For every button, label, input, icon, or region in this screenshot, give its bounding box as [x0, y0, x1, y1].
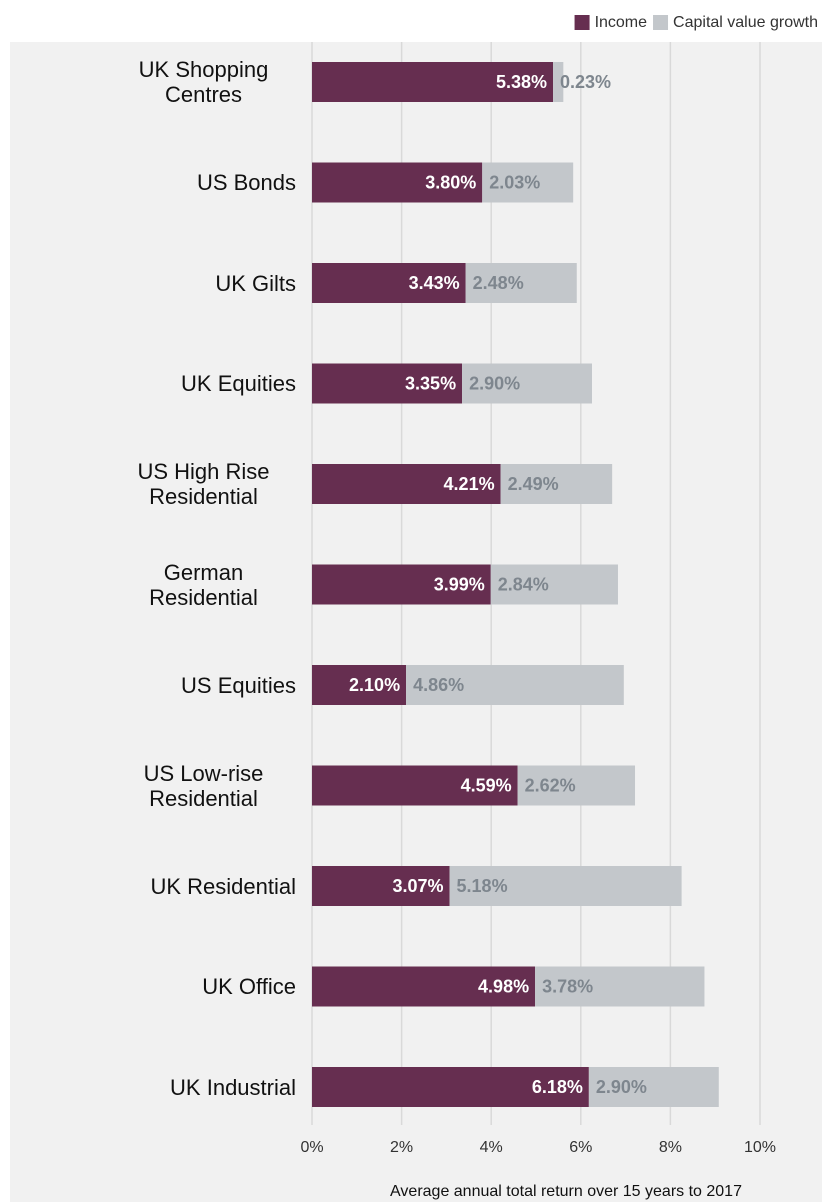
x-axis-title: Average annual total return over 15 year… — [390, 1183, 742, 1200]
y-tick-label-box: German Residential — [40, 555, 296, 615]
bar-segment — [312, 62, 554, 102]
y-tick-label-box: US High Rise Residential — [40, 454, 296, 514]
data-label: 2.49% — [508, 474, 559, 494]
bar-segment — [312, 765, 518, 806]
y-tick-label-box: US Low-rise Residential — [40, 756, 296, 816]
bar-segment — [312, 966, 536, 1007]
bar-segment — [462, 363, 592, 404]
bar-segment — [312, 564, 491, 605]
bar-segment — [312, 866, 450, 906]
bar-segment — [553, 62, 564, 102]
y-tick-label-box: UK Shopping Centres — [40, 52, 296, 112]
y-tick-label-box: UK Industrial — [40, 1057, 296, 1117]
bar-segment — [449, 866, 682, 906]
data-label: 0.23% — [560, 72, 611, 92]
y-tick-label-box: UK Equities — [40, 354, 296, 414]
legend-swatch — [574, 15, 590, 30]
data-label: 3.43% — [409, 273, 460, 293]
y-tick-label: UK Equities — [181, 371, 296, 396]
bar-segment — [312, 665, 407, 705]
data-label: 5.18% — [457, 876, 508, 896]
data-label: 6.18% — [532, 1077, 583, 1097]
x-tick-label: 4% — [480, 1139, 503, 1156]
data-label: 3.35% — [405, 373, 456, 393]
bar-segment — [588, 1067, 719, 1107]
data-label: 2.90% — [469, 373, 520, 393]
data-label: 2.84% — [498, 574, 549, 594]
bar-segment — [490, 564, 618, 605]
bar-segment — [465, 263, 577, 303]
y-tick-label-box: US Equities — [40, 655, 296, 715]
y-tick-label: UK Gilts — [215, 270, 296, 296]
data-label: 3.07% — [392, 876, 443, 896]
y-tick-label-box: UK Office — [40, 957, 296, 1017]
data-label: 3.80% — [425, 172, 476, 192]
y-tick-label: US High Rise Residential — [137, 459, 270, 509]
data-label: 3.99% — [434, 574, 485, 594]
x-tick-label: 2% — [390, 1139, 413, 1156]
y-tick-label-box: UK Gilts — [40, 253, 296, 313]
bar-segment — [312, 1067, 589, 1107]
bar-segment — [312, 363, 463, 404]
bar-segment — [535, 966, 705, 1007]
data-label: 5.38% — [496, 72, 547, 92]
x-tick-label: 8% — [659, 1139, 682, 1156]
y-tick-label: US Low-rise Residential — [143, 760, 264, 811]
data-label: 2.03% — [489, 172, 540, 192]
y-tick-label: US Equities — [181, 672, 296, 698]
data-label: 2.10% — [349, 675, 400, 695]
bar-segment — [517, 765, 636, 806]
data-label: 4.86% — [413, 675, 464, 695]
bar-segment — [312, 464, 501, 504]
bar-segment — [500, 464, 613, 504]
data-label: 4.98% — [478, 976, 529, 996]
data-label: 3.78% — [542, 976, 593, 996]
bar-segment — [482, 162, 574, 203]
data-label: 2.90% — [596, 1077, 647, 1097]
y-tick-label: UK Shopping Centres — [138, 57, 269, 107]
legend-swatch — [653, 15, 669, 30]
y-tick-label: UK Residential — [150, 873, 296, 899]
data-label: 4.21% — [444, 474, 495, 494]
y-tick-label: UK Industrial — [170, 1074, 296, 1100]
data-label: 2.48% — [473, 273, 524, 293]
x-tick-label: 10% — [744, 1139, 776, 1156]
bar-segment — [312, 263, 466, 303]
bar-segment — [312, 162, 483, 203]
y-tick-label: US Bonds — [196, 170, 296, 195]
plot-background — [10, 42, 822, 1202]
legend-label: Capital value growth — [673, 14, 818, 31]
data-label: 2.62% — [525, 775, 576, 795]
y-tick-label: UK Office — [202, 974, 296, 999]
data-label: 4.59% — [461, 775, 512, 795]
bar-segment — [406, 665, 624, 705]
y-tick-label-box: UK Residential — [40, 856, 296, 916]
x-tick-label: 6% — [569, 1139, 592, 1156]
x-tick-label: 0% — [300, 1139, 323, 1156]
legend-label: Income — [595, 14, 648, 31]
y-tick-label-box: US Bonds — [40, 153, 296, 213]
y-tick-label: German Residential — [149, 559, 258, 610]
